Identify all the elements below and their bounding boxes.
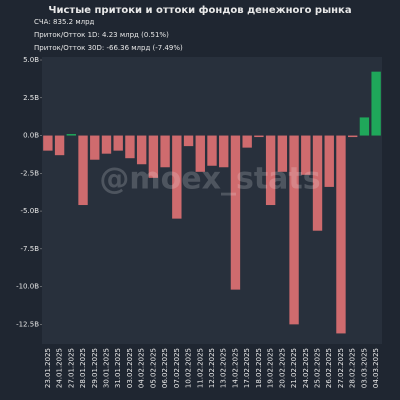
x-tick-label: 28.02.2025 [349, 348, 357, 388]
y-tick-label: -2.5B [21, 169, 40, 177]
bar [90, 135, 100, 160]
x-tick-label: 17.02.2025 [243, 348, 251, 388]
bar [160, 135, 170, 168]
bar [371, 71, 381, 136]
x-tick-label: 25.02.2025 [314, 348, 322, 388]
x-tick-label: 04.03.2025 [372, 348, 380, 388]
bar [78, 135, 88, 206]
y-tick-label: -10.0B [16, 283, 39, 291]
bar [324, 135, 334, 187]
x-tick-label: 07.02.2025 [173, 348, 181, 388]
bar [301, 135, 311, 175]
x-tick-label: 24.02.2025 [302, 348, 310, 388]
chart-title: Чистые притоки и оттоки фондов денежного… [48, 4, 351, 16]
bar [254, 135, 264, 138]
bar [312, 135, 323, 231]
watermark: @moex_stats [99, 162, 320, 197]
bar [113, 135, 123, 151]
y-tick-label: 5.0B [23, 56, 39, 64]
bar [125, 135, 135, 159]
y-tick-label: -5.0B [21, 207, 40, 215]
annotation: СЧА: 835.2 млрд [34, 18, 95, 26]
bar [172, 135, 182, 219]
bar [242, 135, 252, 148]
annotation: Приток/Отток 1D: 4.23 млрд (0.51%) [34, 31, 169, 39]
bar [101, 135, 112, 154]
y-tick-label: 0.0B [23, 132, 39, 140]
x-tick-label: 14.02.2025 [231, 348, 239, 388]
x-tick-label: 31.01.2025 [114, 348, 122, 388]
x-tick-label: 12.02.2025 [208, 348, 216, 388]
bar [207, 135, 217, 166]
x-tick-label: 04.02.2025 [138, 348, 146, 388]
bar [219, 135, 229, 168]
x-tick-label: 21.02.2025 [290, 348, 298, 388]
x-tick-label: 19.02.2025 [267, 348, 275, 388]
x-tick-label: 18.02.2025 [255, 348, 263, 388]
x-tick-label: 11.02.2025 [196, 348, 204, 388]
bar [230, 135, 241, 290]
bar [277, 135, 288, 172]
x-tick-label: 26.02.2025 [325, 348, 333, 388]
bar [183, 135, 194, 147]
bar [136, 135, 147, 165]
bar [148, 135, 159, 178]
y-tick-label: -7.5B [21, 245, 40, 253]
x-tick-label: 30.01.2025 [102, 348, 110, 388]
bar [289, 135, 299, 325]
bar [54, 135, 65, 156]
bar [348, 135, 358, 138]
x-tick-label: 23.01.2025 [44, 348, 52, 388]
x-tick-label: 27.02.2025 [337, 348, 345, 388]
x-tick-label: 27.01.2025 [67, 348, 75, 388]
x-tick-label: 03.02.2025 [126, 348, 134, 388]
bar [359, 117, 370, 136]
x-tick-label: 20.02.2025 [278, 348, 286, 388]
bar [43, 135, 53, 151]
bar [336, 135, 346, 334]
x-tick-label: 05.02.2025 [149, 348, 157, 388]
annotation: Приток/Отток 30D: -66.36 млрд (-7.49%) [34, 44, 183, 52]
plot-area [42, 57, 382, 344]
x-tick-label: 03.03.2025 [360, 348, 368, 388]
bar [195, 135, 205, 172]
bar [66, 134, 76, 136]
y-tick-label: 2.5B [23, 94, 39, 102]
bar [265, 135, 276, 206]
x-tick-label: 24.01.2025 [56, 348, 64, 388]
x-tick-label: 06.02.2025 [161, 348, 169, 388]
x-tick-label: 13.02.2025 [220, 348, 228, 388]
x-tick-label: 29.01.2025 [91, 348, 99, 388]
y-tick-label: -12.5B [16, 320, 39, 328]
x-tick-label: 28.01.2025 [79, 348, 87, 388]
x-tick-label: 10.02.2025 [185, 348, 193, 388]
